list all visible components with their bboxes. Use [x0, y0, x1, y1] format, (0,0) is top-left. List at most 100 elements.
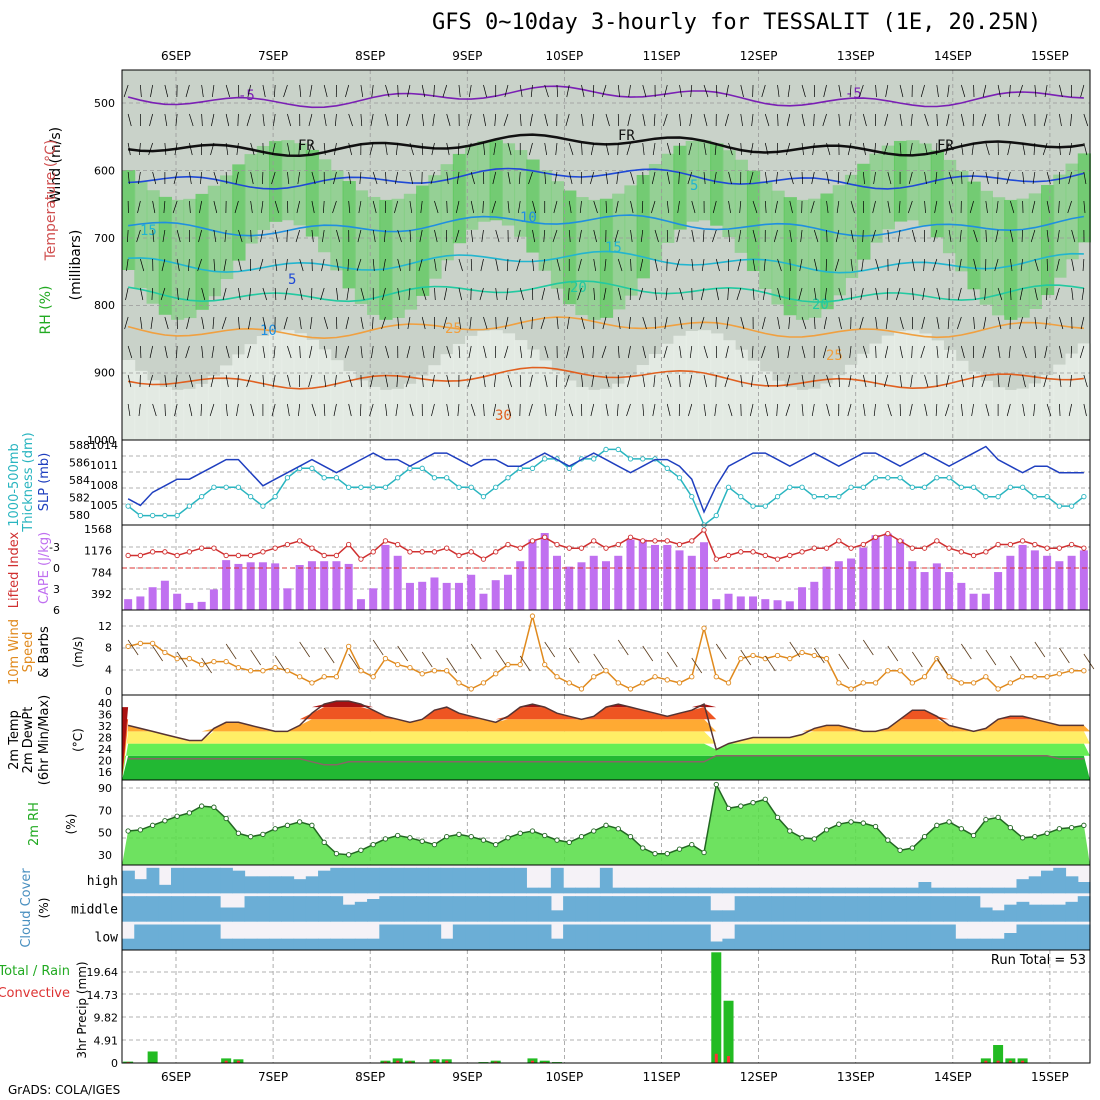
wind-barb	[1043, 374, 1048, 388]
wind-barb	[703, 403, 707, 417]
dry-shading	[636, 365, 650, 440]
wind-barb	[189, 200, 191, 214]
wind-barb	[615, 200, 619, 214]
rh-line-point	[836, 821, 842, 827]
wind-barb	[703, 374, 707, 388]
cape-bar	[540, 533, 549, 610]
cloud-cell-middle	[440, 896, 454, 922]
thickness-line-point	[444, 475, 450, 481]
wind-barb	[1058, 200, 1060, 214]
rh-shading	[207, 185, 222, 297]
wind-barb	[152, 171, 157, 185]
wind-barb	[736, 287, 742, 301]
y-tick-label: 3	[53, 583, 60, 596]
wind-barb	[544, 345, 549, 359]
wind-barb	[617, 287, 622, 301]
wind-barb	[421, 113, 425, 127]
wind-barb	[689, 113, 693, 127]
wind-barb	[1071, 229, 1076, 243]
cape-bar	[148, 587, 157, 610]
wind-barb	[542, 258, 546, 272]
wind-barb	[739, 200, 742, 214]
cloud-cell-low	[599, 924, 613, 950]
rh-line-point	[921, 834, 928, 840]
wind-speed-line-point	[774, 652, 781, 659]
lifted-index-line-point	[456, 552, 462, 559]
rh-shading	[122, 170, 136, 270]
cape-bar	[136, 596, 145, 610]
cloud-cell-high	[367, 867, 380, 894]
wind-barb	[740, 374, 743, 388]
y-tick-label: 0	[111, 1057, 118, 1070]
cloud-cell-high	[930, 887, 944, 894]
wind-speed-line-point	[652, 674, 658, 680]
dry-shading	[428, 365, 442, 440]
wind-unit-label: (m/s)	[71, 636, 85, 667]
wind-speed-line-point	[186, 655, 193, 662]
wind-barb	[752, 200, 758, 214]
cloud-cell-high	[661, 887, 674, 894]
cape-bar	[969, 593, 978, 610]
rh-shading	[146, 190, 160, 304]
wind10m-label: 10m Wind	[7, 619, 22, 685]
cape-bar	[528, 539, 537, 610]
wind-barb	[691, 200, 696, 214]
wind-barb	[544, 142, 548, 156]
wind-barb	[666, 403, 671, 417]
rh-shading	[979, 190, 993, 305]
rh-shading	[220, 175, 234, 280]
wind-barb	[663, 345, 668, 359]
wind-barb	[985, 171, 989, 185]
dry-shading	[918, 333, 932, 440]
wind-barb	[161, 258, 166, 272]
cloud-cell-high	[1004, 887, 1018, 894]
cloud-cell-middle	[930, 896, 944, 922]
wind-barb	[127, 374, 132, 388]
wind-barb	[813, 113, 815, 127]
rh-line-point	[725, 805, 732, 811]
wind-barb	[678, 171, 680, 185]
cape-bar	[957, 582, 966, 610]
wind-barb	[271, 403, 276, 417]
precip-bar	[539, 1060, 550, 1063]
wind-barb	[859, 316, 864, 330]
wind-barb	[336, 229, 341, 243]
cloud-cell-low	[440, 938, 454, 950]
lifted-index-line-point	[1056, 545, 1063, 551]
rh-shading	[930, 150, 944, 238]
cloud-cell-low	[955, 938, 969, 950]
wind-barb	[271, 171, 276, 185]
cloud-cell-low	[746, 924, 760, 950]
rh-line-point	[701, 849, 707, 856]
wind-barb	[283, 316, 288, 330]
rh-shading	[465, 145, 479, 230]
wind-speed-line-point	[897, 668, 903, 674]
wind-speed-line-point	[578, 686, 585, 692]
rh-line-point	[137, 827, 144, 833]
wind-barb	[456, 200, 460, 214]
rh-line-point	[358, 847, 364, 853]
wind-barb	[493, 374, 497, 388]
minmax-label: (6hr Min/Max)	[37, 695, 52, 785]
wind-barb	[884, 113, 889, 127]
surface-wind-barb	[911, 651, 923, 668]
cloud-cell-low	[697, 924, 711, 950]
wind-barb	[946, 345, 950, 359]
rh-shading	[636, 175, 650, 279]
wind-barb	[238, 258, 242, 272]
cloud-cell-middle	[158, 896, 172, 922]
wind-barb	[360, 84, 364, 98]
dry-shading	[697, 330, 712, 440]
dry-shading	[379, 389, 393, 440]
cloud-cell-middle	[281, 896, 295, 922]
wind-barb	[236, 142, 239, 156]
wind-barb	[850, 287, 852, 301]
cloud-cell-low	[514, 924, 527, 950]
rh-shading	[183, 198, 197, 319]
rh-line-point	[333, 851, 340, 857]
cape-bar	[430, 577, 439, 610]
cloud-cell-low	[869, 924, 883, 950]
rh-shading	[893, 140, 908, 222]
wind-barb	[887, 200, 891, 214]
convective-bar	[714, 1053, 718, 1063]
